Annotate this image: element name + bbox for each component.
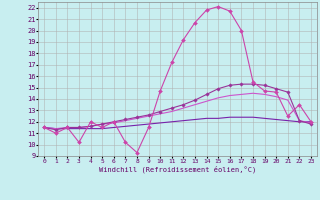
X-axis label: Windchill (Refroidissement éolien,°C): Windchill (Refroidissement éolien,°C): [99, 165, 256, 173]
